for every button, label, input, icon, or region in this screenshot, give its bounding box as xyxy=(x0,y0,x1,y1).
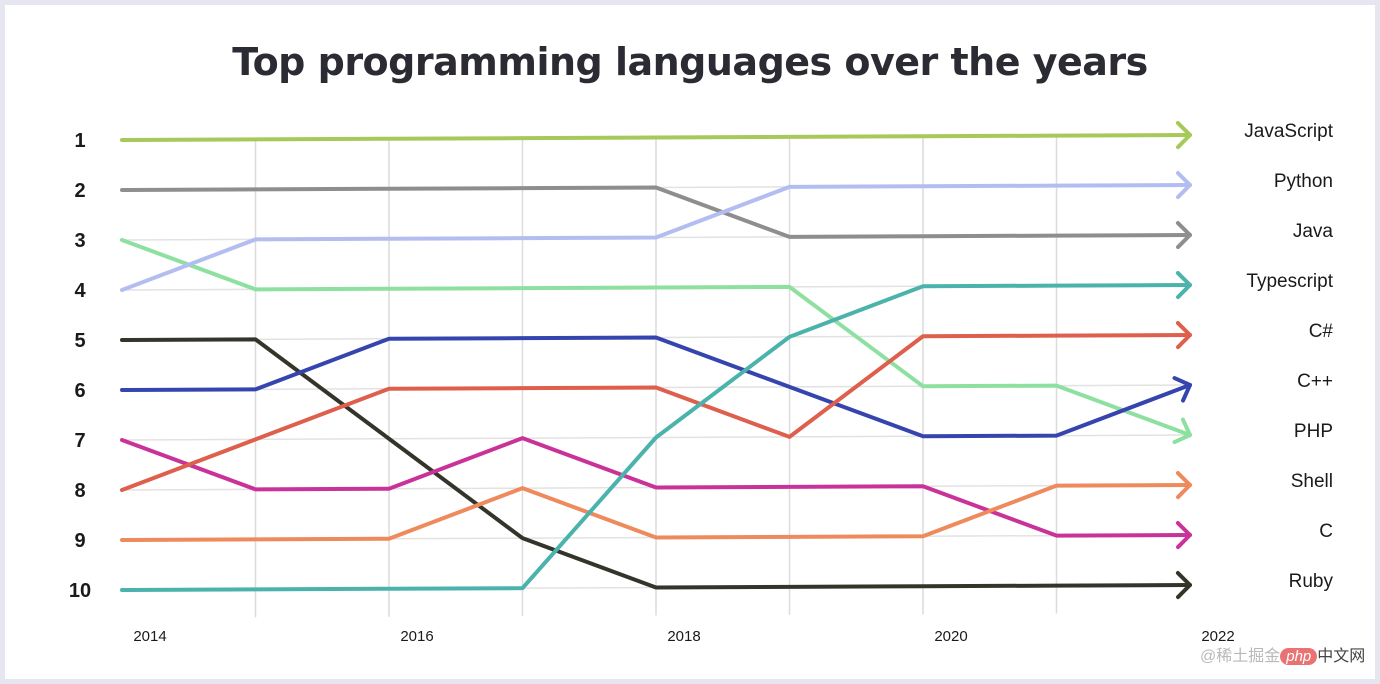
watermark-prefix: @稀土掘金 xyxy=(1200,648,1281,665)
x-tick-label: 2022 xyxy=(1201,628,1234,645)
legend-label: Ruby xyxy=(1289,571,1334,592)
legend-label: Shell xyxy=(1291,471,1333,492)
chart-frame xyxy=(5,5,1375,679)
chart-title: Top programming languages over the years xyxy=(232,40,1148,84)
arrowhead-icon xyxy=(1175,271,1192,300)
arrowhead-icon xyxy=(1172,417,1192,445)
x-axis-ticks: 2014 2016 2018 2020 2022 xyxy=(133,628,1234,645)
arrowhead-icon xyxy=(1172,376,1192,403)
y-tick-label: 9 xyxy=(74,530,85,552)
arrowhead-icon xyxy=(1175,221,1192,250)
watermark-badge: php xyxy=(1280,648,1318,665)
arrowhead-icon xyxy=(1175,321,1192,350)
arrowhead-icon xyxy=(1175,471,1192,500)
y-tick-label: 5 xyxy=(74,330,85,352)
series-line-typescript xyxy=(120,283,1192,592)
legend-labels: JavaScript Python Java Typescript C# C++ PHP Sh… xyxy=(1244,121,1333,592)
arrowhead-icon xyxy=(1175,171,1192,200)
y-axis-ticks: 1 2 3 4 5 6 7 8 9 10 xyxy=(69,130,91,602)
y-tick-label: 8 xyxy=(74,480,85,502)
series-line-php xyxy=(120,238,1192,437)
legend-label: JavaScript xyxy=(1244,121,1333,142)
y-tick-label: 2 xyxy=(74,180,85,202)
legend-label: PHP xyxy=(1294,421,1333,442)
legend-label: Java xyxy=(1293,221,1334,242)
arrowhead-icon xyxy=(1175,521,1192,550)
legend-label: C# xyxy=(1309,321,1334,342)
arrowhead-icon xyxy=(1175,571,1192,600)
y-tick-label: 3 xyxy=(74,230,85,252)
grid xyxy=(121,134,1191,618)
series-line-java xyxy=(120,185,1192,239)
series-line-javascript xyxy=(120,133,1192,142)
y-tick-label: 6 xyxy=(74,380,85,402)
series-line-python xyxy=(120,183,1192,292)
y-tick-label: 1 xyxy=(74,130,85,152)
arrowhead-icon xyxy=(1175,121,1192,150)
series-line-csharp xyxy=(120,333,1192,492)
legend-label: C xyxy=(1319,521,1333,542)
legend-label: Typescript xyxy=(1246,271,1333,292)
y-tick-label: 4 xyxy=(74,280,86,302)
legend-label: Python xyxy=(1274,171,1333,192)
watermark: @稀土掘金 php 中文网 xyxy=(1200,642,1365,666)
x-tick-label: 2020 xyxy=(934,628,967,645)
y-tick-label: 7 xyxy=(74,430,85,452)
x-tick-label: 2018 xyxy=(667,628,700,645)
x-tick-label: 2014 xyxy=(133,628,166,645)
y-tick-label: 10 xyxy=(69,580,91,602)
series-line-c xyxy=(120,436,1192,538)
series-lines xyxy=(120,121,1192,600)
series-line-cplusplus xyxy=(120,335,1192,439)
x-tick-label: 2016 xyxy=(400,628,433,645)
legend-label: C++ xyxy=(1297,371,1333,392)
watermark-suffix: 中文网 xyxy=(1317,648,1366,665)
series-line-shell xyxy=(120,483,1192,542)
